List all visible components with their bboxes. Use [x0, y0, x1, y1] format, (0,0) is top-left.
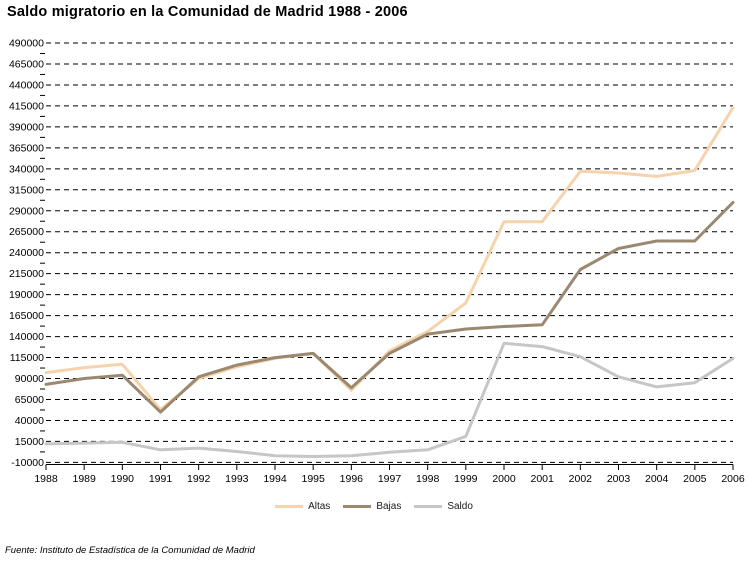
svg-text:1996: 1996: [340, 473, 364, 485]
svg-text:390000: 390000: [9, 121, 44, 133]
svg-text:215000: 215000: [9, 268, 44, 280]
line-chart: 490000 465000 440000 415000 390000 365000 3400…: [9, 38, 745, 486]
chart-title: Saldo migratorio en la Comunidad de Madr…: [7, 4, 408, 20]
y-tick-labels: 490000 465000 440000 415000 390000 365000 3400…: [9, 38, 44, 469]
svg-text:190000: 190000: [9, 289, 44, 301]
svg-text:240000: 240000: [9, 247, 44, 259]
legend-item-altas: Altas: [275, 501, 330, 512]
svg-text:15000: 15000: [15, 436, 44, 448]
svg-text:65000: 65000: [15, 394, 44, 406]
saldo-line-swatch: [414, 505, 443, 508]
svg-text:1997: 1997: [378, 473, 402, 485]
svg-text:2003: 2003: [607, 473, 631, 485]
svg-text:140000: 140000: [9, 331, 44, 343]
svg-text:415000: 415000: [9, 100, 44, 112]
svg-text:1995: 1995: [301, 473, 325, 485]
svg-text:165000: 165000: [9, 310, 44, 322]
series-line-bajas: [44, 200, 735, 414]
legend-label-bajas: Bajas: [376, 501, 402, 512]
svg-text:1999: 1999: [454, 473, 478, 485]
svg-text:490000: 490000: [9, 38, 44, 50]
svg-text:2001: 2001: [530, 473, 554, 485]
svg-text:290000: 290000: [9, 205, 44, 217]
svg-text:315000: 315000: [9, 184, 44, 196]
legend-label-altas: Altas: [308, 501, 331, 512]
svg-text:1989: 1989: [72, 473, 96, 485]
legend-label-saldo: Saldo: [447, 501, 473, 512]
svg-text:1992: 1992: [187, 473, 211, 485]
svg-text:340000: 340000: [9, 163, 44, 175]
svg-text:2006: 2006: [721, 473, 745, 485]
svg-text:1993: 1993: [225, 473, 249, 485]
source-note: Fuente: Instituto de Estadística de la C…: [5, 545, 255, 556]
y-gridlines: [46, 42, 733, 463]
svg-text:1991: 1991: [149, 473, 173, 485]
legend-item-saldo: Saldo: [414, 501, 473, 512]
svg-text:465000: 465000: [9, 58, 44, 70]
series-line-saldo: [44, 341, 735, 458]
svg-text:265000: 265000: [9, 226, 44, 238]
svg-text:1994: 1994: [263, 473, 287, 485]
svg-text:115000: 115000: [10, 352, 44, 364]
svg-text:2005: 2005: [683, 473, 707, 485]
svg-text:1988: 1988: [34, 473, 58, 485]
svg-text:-10000: -10000: [11, 457, 44, 469]
series-line-altas: [44, 106, 735, 412]
bajas-line-swatch: [343, 505, 372, 508]
svg-text:1998: 1998: [416, 473, 440, 485]
svg-text:1990: 1990: [111, 473, 135, 485]
x-axis: [45, 464, 734, 470]
svg-text:40000: 40000: [15, 415, 44, 427]
svg-text:2000: 2000: [492, 473, 516, 485]
y-minor-ticks: [40, 52, 45, 453]
svg-text:365000: 365000: [9, 142, 44, 154]
legend-item-bajas: Bajas: [343, 501, 401, 512]
svg-text:2004: 2004: [645, 473, 669, 485]
svg-text:2002: 2002: [569, 473, 593, 485]
svg-text:440000: 440000: [9, 79, 44, 91]
x-tick-labels: 1988 1989 1990 1991 1992 1993 1994 1995 1996 1997…: [34, 473, 745, 485]
altas-line-swatch: [275, 505, 304, 508]
svg-text:90000: 90000: [15, 373, 44, 385]
legend: Altas Bajas Saldo: [0, 501, 748, 512]
